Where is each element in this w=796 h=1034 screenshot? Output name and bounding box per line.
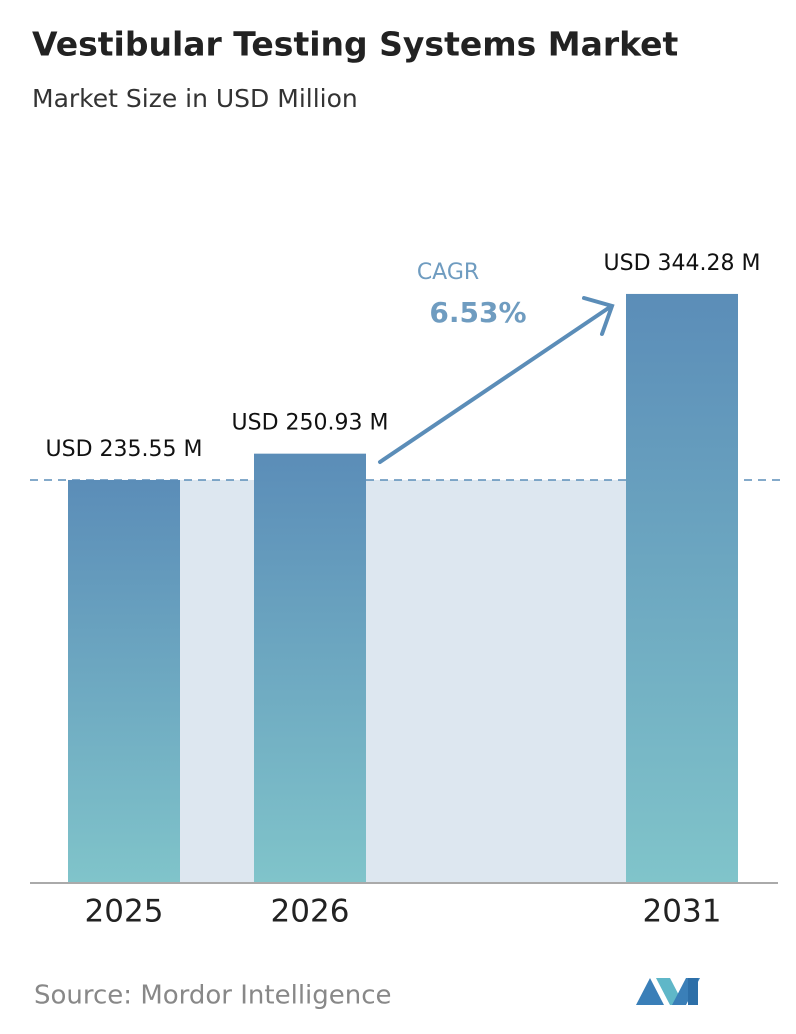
x-tick-label: 2026: [271, 894, 350, 930]
source: Source: Mordor Intelligence: [34, 981, 392, 1011]
bar: [68, 479, 180, 883]
cagr-arrow: [378, 296, 615, 464]
value-label: USD 344.28 M: [604, 251, 761, 276]
plot: USD 235.55 M 2025 USD 250.93 M 2026 USD 344.…: [30, 251, 780, 930]
value-label: USD 235.55 M: [46, 437, 203, 462]
x-tick-label: 2025: [85, 894, 164, 930]
bar: [254, 453, 366, 883]
cagr-value: 6.53%: [429, 296, 526, 329]
logo: [636, 978, 700, 1005]
chart-title: Vestibular Testing Systems Market: [32, 25, 679, 64]
x-tick-label: 2031: [643, 894, 722, 930]
reference-band: [180, 479, 626, 883]
chart-subtitle: Market Size in USD Million: [32, 84, 358, 113]
cagr-label: CAGR: [417, 260, 479, 285]
bar: [626, 293, 738, 884]
value-label: USD 250.93 M: [232, 411, 389, 436]
